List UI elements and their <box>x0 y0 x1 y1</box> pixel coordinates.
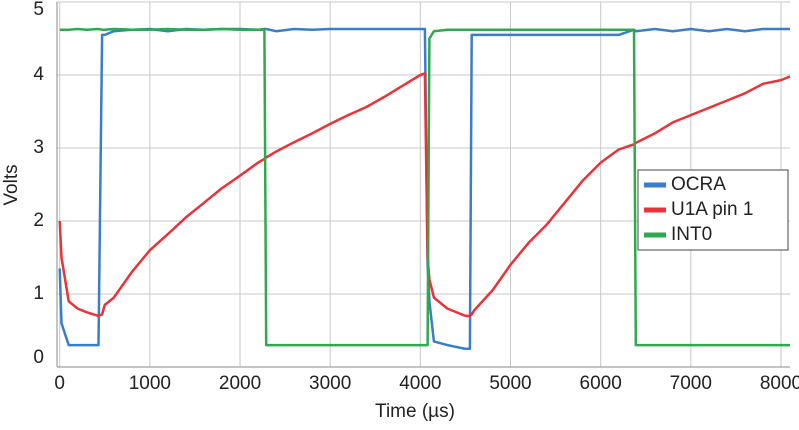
series-line <box>59 27 790 347</box>
legend-label: INT0 <box>671 224 712 245</box>
y-axis-label: Volts <box>1 164 22 205</box>
x-tick-label: 6000 <box>580 373 622 394</box>
y-tick-label: 4 <box>33 64 44 85</box>
y-tick-label: 5 <box>33 0 44 20</box>
y-tick-label: 1 <box>33 283 44 304</box>
y-tick-label: 3 <box>33 137 44 158</box>
legend-label: U1A pin 1 <box>671 199 753 220</box>
x-tick-label: 7000 <box>670 373 712 394</box>
legend-label: OCRA <box>671 174 726 195</box>
x-axis-label: Time (µs) <box>375 401 455 422</box>
x-tick-label: 5000 <box>489 373 531 394</box>
x-tick-label: 3000 <box>309 373 351 394</box>
x-tick-label: 2000 <box>219 373 261 394</box>
x-tick-label: 0 <box>54 373 65 394</box>
x-tick-label: 8000 <box>760 373 799 394</box>
y-tick-label: 2 <box>33 210 44 231</box>
x-tick-label: 4000 <box>399 373 441 394</box>
x-tick-label: 1000 <box>129 373 171 394</box>
y-tick-label: 0 <box>33 347 44 368</box>
